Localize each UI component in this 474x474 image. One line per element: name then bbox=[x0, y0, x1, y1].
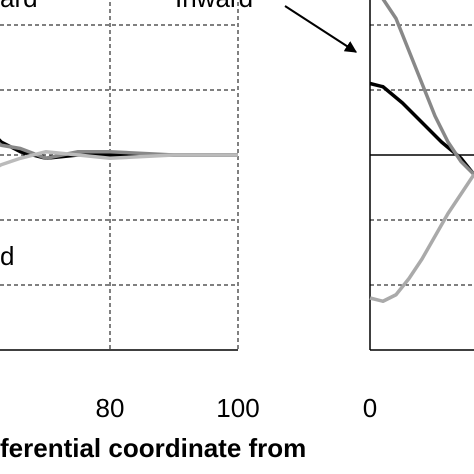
x-tick-label: 80 bbox=[96, 393, 125, 423]
data-line bbox=[381, 0, 474, 176]
annotation: Inward bbox=[175, 0, 253, 13]
data-line bbox=[0, 150, 238, 168]
x-tick-label: 0 bbox=[363, 393, 377, 423]
data-line bbox=[369, 173, 474, 303]
annotation-arrow bbox=[284, 5, 358, 53]
annotation: d bbox=[0, 241, 14, 271]
annotation: ard bbox=[0, 0, 38, 13]
x-tick-label: 100 bbox=[216, 393, 259, 423]
data-line bbox=[369, 81, 474, 176]
x-axis-label: ferential coordinate from bbox=[0, 433, 306, 463]
